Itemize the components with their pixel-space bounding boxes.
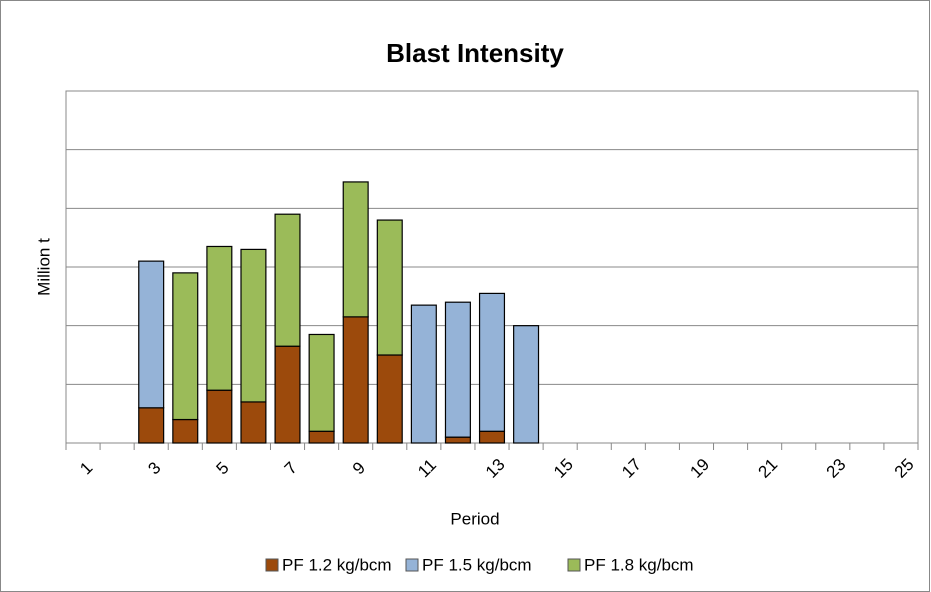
bar-segment xyxy=(206,245,233,391)
bar-segment xyxy=(342,316,369,444)
bar-segment xyxy=(342,181,369,318)
bar-segment xyxy=(410,304,437,444)
x-axis-title: Period xyxy=(450,509,499,528)
legend-swatch xyxy=(405,558,419,572)
legend-label: PF 1.5 kg/bcm xyxy=(422,555,532,574)
bar-segment xyxy=(513,325,540,444)
bar-segment xyxy=(240,401,267,444)
bar-segment xyxy=(376,219,403,356)
bar-segment xyxy=(172,272,199,421)
bar-segment xyxy=(274,345,301,444)
bar-segment xyxy=(376,354,403,444)
legend-swatch xyxy=(265,558,279,572)
legend-swatch xyxy=(567,558,581,572)
bar-segment xyxy=(138,260,165,409)
bar-segment xyxy=(172,418,199,444)
bar-segment xyxy=(274,213,301,347)
chart-title: Blast Intensity xyxy=(386,38,564,68)
bar-segment xyxy=(444,436,471,444)
bar-segment xyxy=(444,301,471,438)
bar-segment xyxy=(478,292,506,432)
bar-segment xyxy=(308,430,335,444)
bar-segment xyxy=(240,248,267,403)
legend-label: PF 1.2 kg/bcm xyxy=(282,555,392,574)
bar-segment xyxy=(138,407,165,444)
bar-segment xyxy=(308,333,335,432)
y-axis-title: Million t xyxy=(34,238,53,296)
legend-label: PF 1.8 kg/bcm xyxy=(584,555,694,574)
bar-segment xyxy=(206,389,233,444)
bar-segment xyxy=(478,430,506,444)
